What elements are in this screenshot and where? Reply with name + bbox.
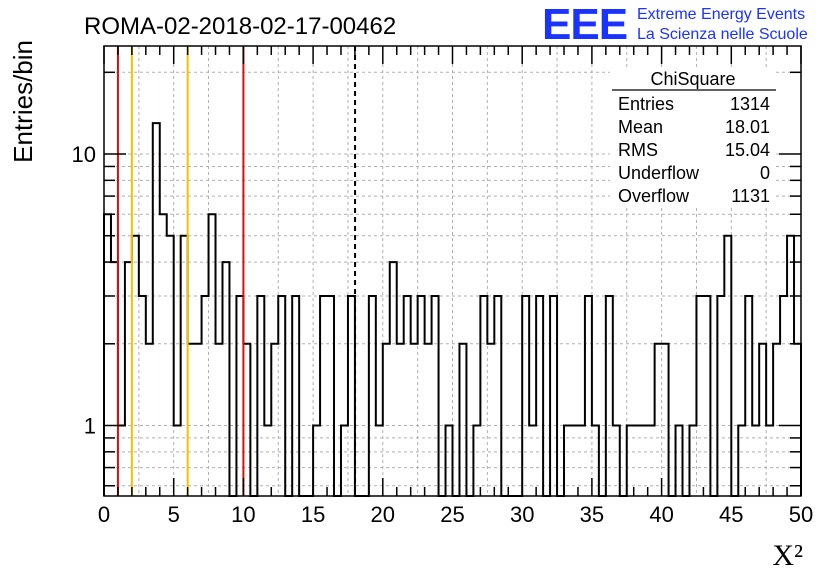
x-axis-label: X² [772, 539, 803, 572]
y-tick-label: 10 [72, 142, 96, 167]
y-tick-label: 1 [84, 414, 96, 439]
eee-logo: EEE Extreme Energy Events La Scienza nel… [542, 0, 808, 49]
x-tick-label: 50 [789, 502, 813, 527]
x-tick-label: 30 [510, 502, 534, 527]
stats-title: ChiSquare [650, 69, 735, 89]
stats-label: Overflow [618, 186, 690, 206]
stats-value: 0 [760, 163, 770, 183]
x-tick-label: 0 [98, 502, 110, 527]
logo-mark: EEE [542, 0, 627, 49]
x-tick-label: 20 [371, 502, 395, 527]
x-tick-label: 15 [301, 502, 325, 527]
logo-line-1: Extreme Energy Events [637, 6, 805, 23]
stats-value: 18.01 [725, 117, 770, 137]
x-tick-label: 25 [440, 502, 464, 527]
axis-ticks [103, 46, 802, 496]
stats-value: 15.04 [725, 140, 770, 160]
y-axis-label: Entries/bin [8, 40, 38, 163]
x-tick-label: 5 [168, 502, 180, 527]
reference-lines [116, 46, 357, 496]
logo-line-2: La Scienza nelle Scuole [637, 26, 808, 43]
tick-labels: 0 5 10 15 20 25 30 35 40 45 50 1 10 [72, 142, 814, 527]
x-tick-label: 10 [231, 502, 255, 527]
stats-box: ChiSquare Entries 1314 Mean 18.01 RMS 15.04 Un… [610, 69, 776, 208]
stats-label: Mean [618, 117, 663, 137]
stats-value: 1131 [731, 186, 770, 206]
x-tick-label: 35 [580, 502, 604, 527]
x-tick-label: 45 [719, 502, 743, 527]
stats-label: RMS [618, 140, 658, 160]
chart-title: ROMA-02-2018-02-17-00462 [84, 13, 396, 40]
stats-value: 1314 [730, 94, 770, 114]
stats-label: Entries [618, 94, 674, 114]
stats-label: Underflow [618, 163, 700, 183]
x-tick-label: 40 [649, 502, 673, 527]
